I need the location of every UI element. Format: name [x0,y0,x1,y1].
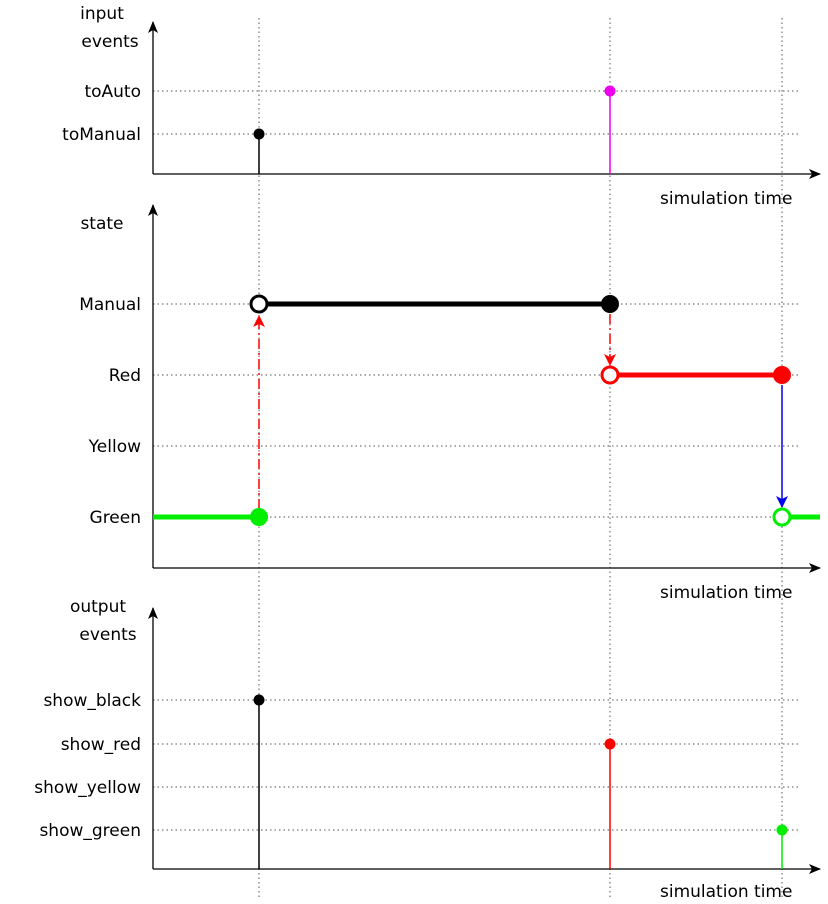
input-x-axis-label: simulation time [660,189,792,209]
input-y-label-line1: input [80,4,124,24]
output-events-panel: output events show_black show_red show_y… [34,597,821,902]
state-point-manual-entry [249,294,269,314]
state-level-yellow: Yellow [88,437,141,457]
state-point-green-entry [772,507,792,527]
state-level-green: Green [90,508,141,528]
input-events-panel: input events toAuto toManual simulation … [62,4,821,209]
output-level-show-yellow: show_yellow [34,778,141,798]
output-y-label-line1: output [70,597,126,617]
state-x-axis-label: simulation time [660,583,792,603]
state-point-red-entry [600,365,620,385]
input-event-dot-toAuto [604,85,616,97]
input-level-toAuto: toAuto [84,82,141,102]
input-event-dot-toManual [253,128,265,140]
output-event-dot-show-green [776,824,788,836]
state-level-red: Red [109,366,141,386]
input-level-toManual: toManual [62,125,141,145]
output-y-label-line2: events [79,625,136,645]
state-panel: state Manual Red Yellow Green simulation… [79,204,821,603]
state-point-green-exit [250,508,268,526]
state-point-red-exit [773,366,791,384]
state-point-manual-exit [601,295,619,313]
state-y-label: state [80,214,123,234]
output-event-dot-show-red [604,738,616,750]
output-level-show-red: show_red [61,735,141,755]
output-level-show-black: show_black [43,691,141,711]
input-y-label-line2: events [81,32,138,52]
time-guides [258,18,783,900]
output-x-axis-label: simulation time [660,882,792,902]
state-level-manual: Manual [79,295,141,315]
output-level-show-green: show_green [39,821,141,841]
output-event-dot-show-black [253,694,265,706]
